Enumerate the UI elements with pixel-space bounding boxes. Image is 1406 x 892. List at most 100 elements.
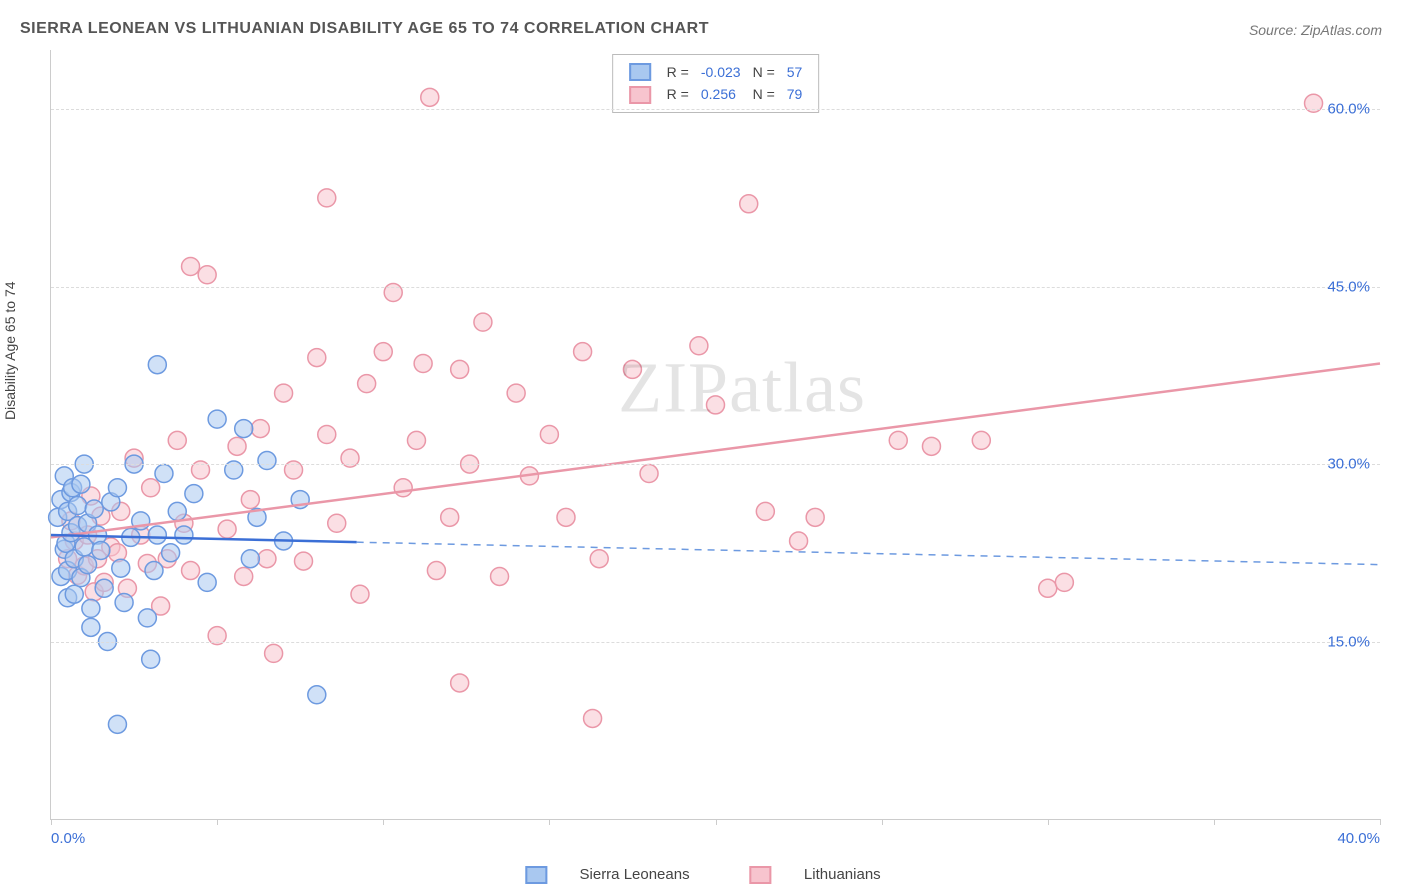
data-point (451, 674, 469, 692)
chart-svg (51, 50, 1380, 819)
data-point (108, 479, 126, 497)
data-point (623, 360, 641, 378)
data-point (351, 585, 369, 603)
data-point (198, 266, 216, 284)
data-point (142, 650, 160, 668)
series-legend: Sierra Leoneans Lithuanians (497, 866, 908, 884)
gridline (51, 109, 1380, 110)
data-point (148, 356, 166, 374)
data-point (82, 599, 100, 617)
x-tick (383, 819, 384, 825)
data-point (1039, 579, 1057, 597)
data-point (145, 562, 163, 580)
data-point (79, 556, 97, 574)
data-point (265, 644, 283, 662)
data-point (474, 313, 492, 331)
swatch-series1 (629, 63, 651, 81)
data-point (155, 465, 173, 483)
correlation-legend: R = -0.023 N = 57 R = 0.256 N = 79 (612, 54, 820, 113)
data-point (251, 420, 269, 438)
legend-item-1: Sierra Leoneans (511, 866, 707, 883)
legend-label-2: Lithuanians (804, 866, 881, 883)
y-tick-label: 45.0% (1327, 278, 1370, 295)
data-point (308, 686, 326, 704)
x-tick (882, 819, 883, 825)
data-point (507, 384, 525, 402)
data-point (182, 562, 200, 580)
data-point (235, 420, 253, 438)
data-point (414, 355, 432, 373)
n-value-1: 57 (781, 61, 809, 83)
data-point (182, 258, 200, 276)
r-label-2: R = (661, 83, 695, 105)
x-tick (217, 819, 218, 825)
data-point (374, 343, 392, 361)
data-point (1055, 573, 1073, 591)
data-point (258, 550, 276, 568)
data-point (790, 532, 808, 550)
x-tick (716, 819, 717, 825)
data-point (85, 500, 103, 518)
legend-row-series1: R = -0.023 N = 57 (623, 61, 809, 83)
data-point (241, 550, 259, 568)
data-point (69, 496, 87, 514)
y-tick-label: 30.0% (1327, 456, 1370, 473)
swatch-series2-b (750, 866, 772, 884)
r-value-1: -0.023 (695, 61, 747, 83)
y-tick-label: 60.0% (1327, 101, 1370, 118)
data-point (590, 550, 608, 568)
swatch-series2 (629, 86, 651, 104)
x-tick (1048, 819, 1049, 825)
data-point (275, 384, 293, 402)
data-point (138, 609, 156, 627)
data-point (115, 593, 133, 611)
data-point (491, 567, 509, 585)
data-point (421, 88, 439, 106)
data-point (95, 579, 113, 597)
data-point (65, 585, 83, 603)
data-point (168, 502, 186, 520)
data-point (318, 189, 336, 207)
r-value-2: 0.256 (695, 83, 747, 105)
legend-item-2: Lithuanians (736, 866, 895, 883)
data-point (258, 452, 276, 470)
data-point (328, 514, 346, 532)
data-point (92, 541, 110, 559)
source-attribution: Source: ZipAtlas.com (1249, 22, 1382, 38)
data-point (112, 559, 130, 577)
data-point (82, 618, 100, 636)
data-point (142, 479, 160, 497)
gridline (51, 464, 1380, 465)
trendline-series1-dash (357, 542, 1380, 564)
x-tick (549, 819, 550, 825)
data-point (295, 552, 313, 570)
data-point (185, 485, 203, 503)
x-tick-label: 40.0% (1337, 830, 1380, 847)
x-tick (1214, 819, 1215, 825)
data-point (198, 573, 216, 591)
data-point (407, 431, 425, 449)
data-point (640, 465, 658, 483)
gridline (51, 642, 1380, 643)
data-point (228, 437, 246, 455)
data-point (72, 475, 90, 493)
data-point (241, 491, 259, 509)
n-value-2: 79 (781, 83, 809, 105)
data-point (175, 526, 193, 544)
data-point (922, 437, 940, 455)
data-point (441, 508, 459, 526)
data-point (308, 349, 326, 367)
data-point (584, 709, 602, 727)
x-tick (51, 819, 52, 825)
chart-title: SIERRA LEONEAN VS LITHUANIAN DISABILITY … (20, 20, 709, 38)
r-label-1: R = (661, 61, 695, 83)
data-point (162, 544, 180, 562)
data-point (208, 410, 226, 428)
swatch-series1-b (525, 866, 547, 884)
data-point (707, 396, 725, 414)
x-tick (1380, 819, 1381, 825)
trendline-series2 (51, 364, 1380, 538)
data-point (235, 567, 253, 585)
data-point (540, 426, 558, 444)
data-point (394, 479, 412, 497)
